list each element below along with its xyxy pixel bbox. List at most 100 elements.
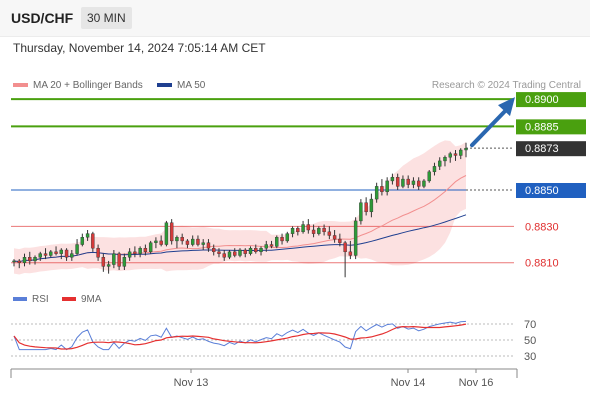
candle (75, 244, 79, 254)
candle (343, 242, 347, 253)
candle (117, 253, 121, 267)
candle (353, 220, 358, 256)
candle (385, 180, 389, 193)
candle (290, 227, 295, 234)
level-tag-bg-0.8873 (516, 141, 586, 157)
forecast-arrow-shaft (470, 108, 508, 148)
candle (143, 247, 148, 253)
candle (401, 178, 405, 187)
candle (327, 231, 332, 236)
candle (374, 186, 379, 200)
level-tag-0.8885: 0.8885 (525, 121, 559, 133)
candle (112, 253, 116, 265)
legend-ma50-label: MA 50 (177, 80, 206, 91)
candle (17, 260, 21, 263)
candle (185, 240, 190, 245)
candle (33, 257, 37, 262)
candle (416, 180, 421, 187)
level-tag-0.8850: 0.8850 (525, 185, 559, 197)
candle (180, 237, 184, 242)
candle (159, 240, 163, 245)
candle (169, 222, 174, 242)
candle (301, 224, 305, 233)
candle (311, 229, 316, 234)
candle (264, 244, 268, 249)
level-label-0.8810: 0.8810 (525, 258, 559, 270)
candle (96, 247, 100, 258)
legend-rsi-swatch (13, 297, 27, 302)
candle (127, 251, 132, 258)
candle (348, 251, 353, 256)
candle (217, 251, 221, 254)
legend-ma20-label: MA 20 + Bollinger Bands (33, 80, 143, 91)
candle (280, 237, 284, 242)
candle (154, 240, 158, 243)
credit-text: Research © 2024 Trading Central (431, 80, 581, 91)
candle (322, 227, 326, 233)
legend-9ma: 9MA (62, 294, 102, 305)
candle (54, 251, 58, 254)
candle (91, 233, 95, 249)
candle (201, 242, 205, 245)
candle (70, 253, 74, 258)
rsi-tick-50: 50 (524, 335, 536, 347)
candle (359, 202, 363, 222)
candle (406, 178, 410, 185)
candle (317, 227, 321, 234)
candle (464, 147, 468, 151)
rsi-line (13, 320, 467, 351)
level-tag-bg-0.8885 (516, 119, 586, 135)
timestamp: Thursday, November 14, 2024 7:05:14 AM C… (13, 41, 266, 55)
legend-rsi: RSI (13, 294, 49, 305)
rsi-tick-30: 30 (524, 351, 536, 363)
rsi-tick-70: 70 (524, 319, 536, 331)
candle (59, 249, 64, 254)
x-tick-label: Nov 13 (174, 377, 209, 389)
candle (164, 222, 169, 245)
x-tick-label: Nov 14 (391, 377, 426, 389)
candle (243, 249, 247, 254)
legend-9ma-label: 9MA (81, 294, 102, 305)
level-tag-bg-0.8850 (516, 183, 586, 198)
candle (85, 233, 90, 238)
candle (138, 247, 142, 254)
candle (227, 251, 232, 258)
candle (12, 260, 16, 263)
candle (122, 257, 127, 267)
candle (190, 238, 195, 245)
legend-ma20: MA 20 + Bollinger Bands (13, 80, 143, 91)
candle (296, 227, 300, 233)
candle (422, 180, 426, 187)
candle (380, 186, 384, 193)
candle (248, 247, 253, 254)
candle (453, 153, 458, 156)
candle (133, 251, 137, 254)
bollinger-band (14, 140, 466, 275)
legend-rsi-label: RSI (32, 294, 49, 305)
legend-ma20-swatch (13, 83, 28, 88)
candle (411, 180, 416, 185)
candle (206, 242, 211, 249)
candle (254, 247, 258, 253)
candle (285, 233, 290, 242)
rsi-ma-line (13, 323, 467, 350)
candle (395, 177, 400, 187)
candle (448, 153, 452, 158)
candle (364, 202, 368, 213)
candle (238, 249, 242, 256)
candle (212, 247, 216, 253)
legend-9ma-swatch (62, 297, 76, 302)
timeframe-badge[interactable]: 30 MIN (81, 7, 132, 29)
candle (106, 264, 111, 267)
candle (332, 235, 337, 240)
x-tick-label: Nov 16 (459, 377, 494, 389)
candle (259, 247, 263, 253)
candle (443, 157, 447, 162)
candle (38, 253, 42, 258)
candle (390, 177, 395, 182)
candle (22, 257, 27, 263)
level-tag-bg-0.8900 (516, 92, 586, 108)
level-tag-0.8900: 0.8900 (525, 94, 559, 106)
candle (269, 244, 274, 247)
